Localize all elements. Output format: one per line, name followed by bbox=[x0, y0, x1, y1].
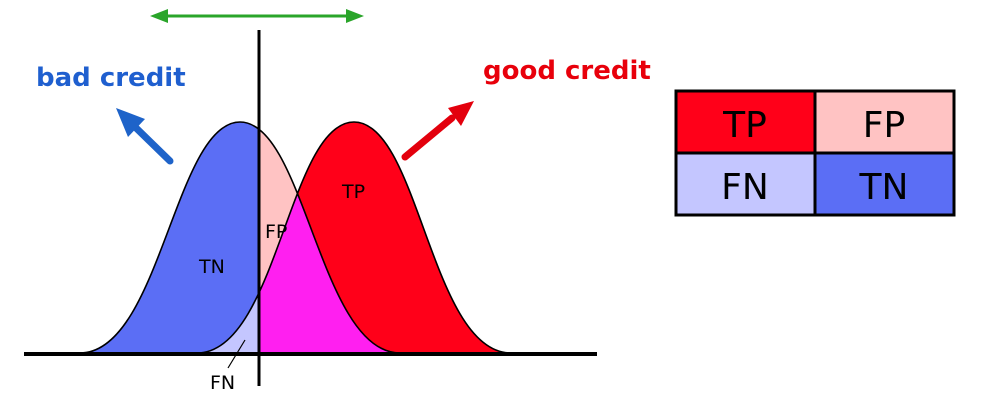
matrix-tn-label: TN bbox=[859, 167, 909, 208]
matrix-cell-fp bbox=[815, 91, 954, 153]
matrix-cell-tp bbox=[676, 91, 815, 153]
fn-region bbox=[197, 292, 259, 353]
good-credit-label: good credit bbox=[483, 56, 651, 86]
bad-credit-arrow bbox=[116, 108, 174, 165]
good-credit-curve bbox=[196, 121, 512, 354]
matrix-fp-label: FP bbox=[863, 105, 905, 146]
good-credit-arrow bbox=[401, 101, 474, 161]
fp-label: FP bbox=[265, 221, 287, 243]
tp-label: TP bbox=[341, 181, 365, 203]
matrix-cell-fn bbox=[676, 153, 815, 215]
confusion-matrix: TP FP FN TN bbox=[674, 89, 956, 217]
tn-region bbox=[80, 122, 259, 353]
threshold-range-arrow bbox=[150, 9, 364, 23]
overlap-region bbox=[259, 122, 400, 353]
bad-credit-label: bad credit bbox=[36, 63, 186, 93]
tn-label: TN bbox=[198, 256, 225, 278]
matrix-cell-tn bbox=[815, 153, 954, 215]
bad-credit-curve bbox=[79, 121, 401, 354]
fn-pointer-line bbox=[227, 339, 246, 369]
matrix-tp-label: TP bbox=[722, 105, 767, 146]
fn-label: FN bbox=[210, 372, 235, 394]
matrix-fn-label: FN bbox=[721, 167, 769, 208]
